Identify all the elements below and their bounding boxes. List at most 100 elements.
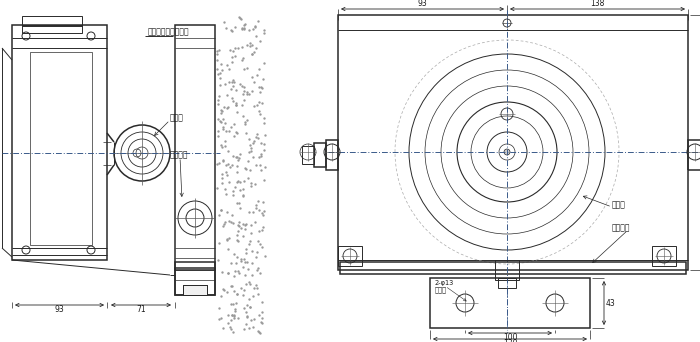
Point [242, 259, 253, 264]
Point [231, 170, 242, 175]
Point [239, 26, 250, 32]
Point [232, 254, 243, 260]
Bar [30, 52, 92, 245]
Point [216, 208, 227, 213]
Point [246, 222, 257, 228]
Point [248, 209, 259, 215]
Point [214, 47, 225, 52]
Bar [326, 140, 338, 170]
Point [225, 86, 237, 92]
Point [219, 81, 230, 87]
Point [254, 108, 265, 114]
Point [245, 148, 256, 154]
Point [243, 136, 254, 142]
Point [246, 180, 257, 186]
Point [241, 314, 253, 319]
Point [220, 170, 232, 175]
Point [229, 316, 240, 321]
Point [230, 268, 241, 274]
Point [230, 102, 241, 107]
Point [253, 312, 265, 318]
Point [211, 185, 223, 190]
Point [220, 186, 231, 191]
Bar [22, 25, 82, 33]
Point [221, 209, 232, 214]
Bar [340, 262, 686, 274]
Text: 安装支架: 安装支架 [612, 224, 631, 233]
Point [242, 302, 253, 308]
Point [216, 109, 228, 114]
Point [229, 80, 240, 85]
Point [258, 31, 270, 36]
Point [257, 227, 268, 233]
Point [225, 261, 237, 266]
Point [246, 318, 257, 323]
Point [239, 165, 250, 171]
Point [232, 232, 243, 237]
Point [232, 238, 243, 243]
Point [241, 89, 253, 95]
Bar [338, 246, 362, 266]
Point [241, 91, 253, 96]
Point [252, 266, 263, 271]
Point [237, 83, 248, 89]
Point [246, 43, 258, 48]
Point [225, 284, 237, 289]
Point [253, 155, 265, 160]
Point [247, 293, 258, 299]
Point [246, 231, 257, 236]
Point [250, 23, 261, 28]
Point [228, 133, 239, 138]
Point [242, 65, 253, 71]
Point [228, 220, 239, 226]
Point [226, 301, 237, 307]
Point [244, 279, 255, 285]
Point [248, 316, 260, 321]
Point [226, 212, 237, 217]
Text: 墙壁、支柱或天花板: 墙壁、支柱或天花板 [148, 27, 190, 37]
Point [214, 118, 225, 123]
Point [253, 329, 265, 334]
Point [232, 228, 244, 234]
Point [237, 26, 248, 31]
Point [235, 16, 246, 22]
Point [256, 154, 267, 159]
Text: 探测器: 探测器 [170, 114, 184, 122]
Point [214, 316, 225, 322]
Point [256, 86, 267, 91]
Point [213, 133, 224, 139]
Point [228, 329, 239, 334]
Point [213, 71, 224, 76]
Point [226, 27, 237, 33]
Point [234, 152, 246, 157]
Point [216, 61, 227, 66]
Point [218, 287, 230, 293]
Point [255, 84, 266, 90]
Point [228, 121, 239, 127]
Point [222, 62, 233, 68]
Point [221, 237, 232, 242]
Point [218, 19, 230, 25]
Point [258, 27, 270, 32]
Point [258, 212, 269, 218]
Point [258, 120, 270, 126]
Point [235, 259, 246, 264]
Circle shape [504, 149, 510, 155]
Point [230, 100, 241, 106]
Bar [498, 278, 516, 288]
Point [258, 76, 269, 82]
Point [251, 45, 262, 51]
Point [244, 43, 256, 49]
Point [227, 313, 238, 318]
Point [223, 80, 235, 85]
Point [230, 129, 241, 135]
Point [244, 304, 256, 310]
Point [259, 142, 270, 147]
Point [257, 199, 268, 205]
Bar [495, 260, 519, 280]
Bar [22, 16, 82, 26]
Point [229, 251, 240, 257]
Point [255, 167, 266, 173]
Point [248, 155, 259, 160]
Point [256, 151, 267, 157]
